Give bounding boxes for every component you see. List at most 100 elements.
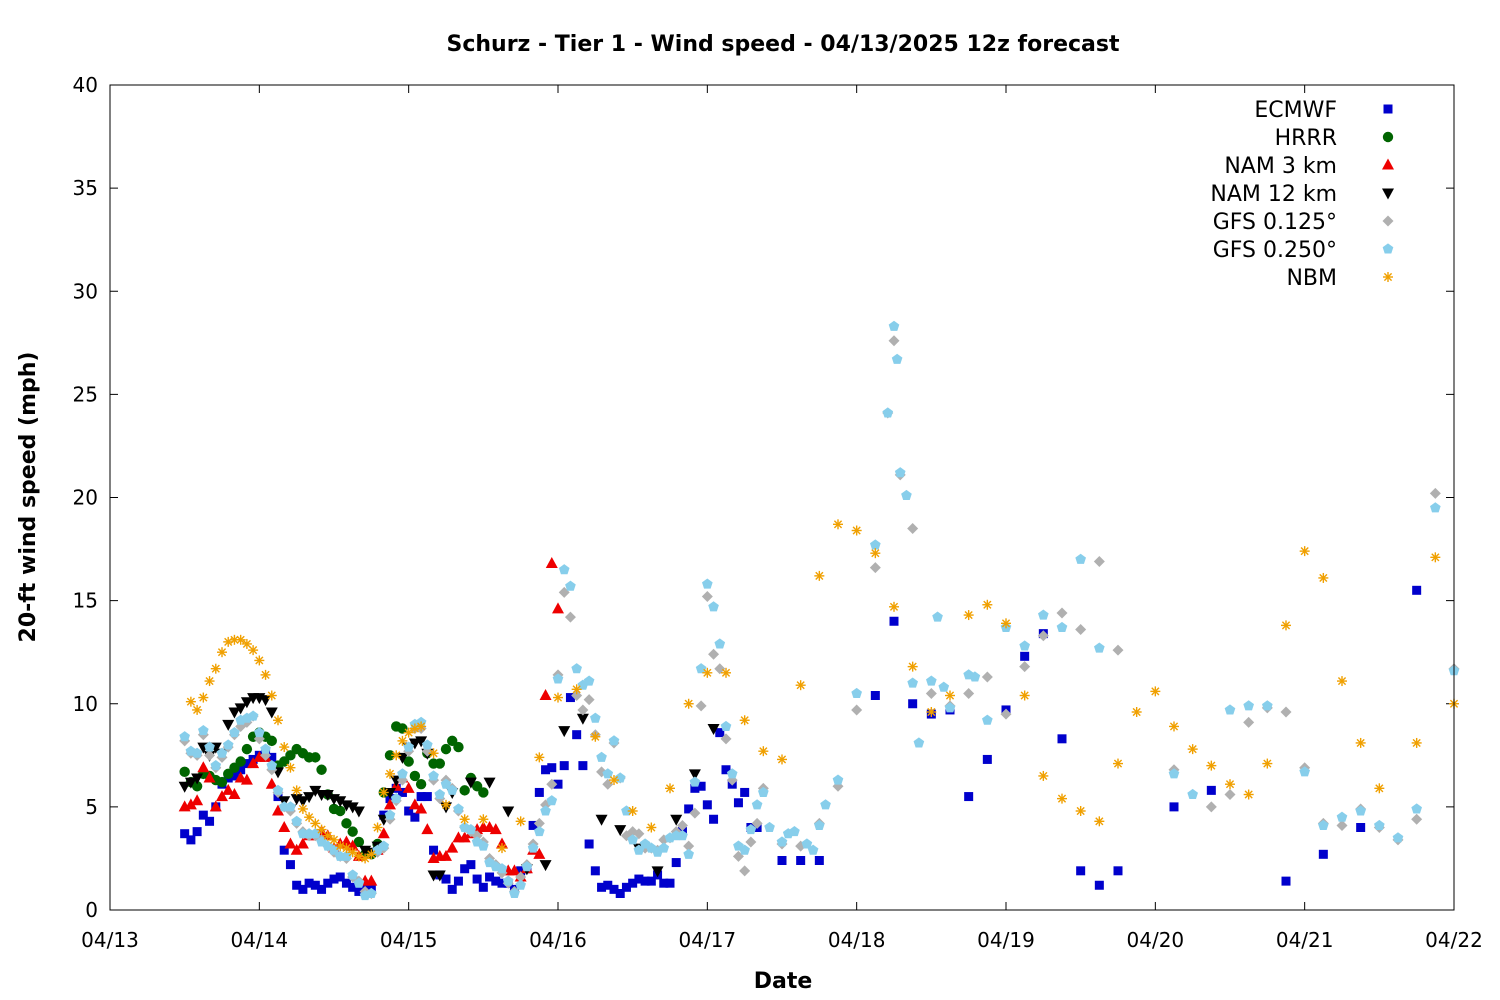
- data-point: [558, 564, 570, 575]
- data-point: [491, 876, 501, 886]
- data-point: [260, 743, 271, 754]
- data-point: [565, 580, 576, 591]
- data-point: [434, 758, 445, 769]
- data-point: [1429, 487, 1441, 499]
- data-point: [265, 707, 278, 719]
- data-point: [683, 848, 694, 859]
- data-point: [851, 525, 862, 536]
- legend-marker: [1382, 131, 1394, 143]
- data-point: [564, 611, 576, 623]
- data-point: [1187, 744, 1198, 755]
- data-point: [1169, 721, 1179, 732]
- data-point: [776, 836, 788, 847]
- data-point: [627, 806, 638, 816]
- data-point: [1262, 700, 1273, 711]
- data-point: [944, 702, 956, 713]
- data-point: [651, 866, 664, 878]
- data-point: [1392, 832, 1404, 843]
- data-point: [689, 776, 701, 787]
- data-point: [453, 803, 464, 814]
- data-point: [496, 863, 508, 874]
- data-point: [1075, 624, 1087, 635]
- data-point: [1336, 819, 1348, 831]
- data-point: [534, 826, 545, 837]
- data-point: [502, 806, 515, 818]
- data-point: [453, 876, 463, 886]
- data-point: [1150, 686, 1161, 697]
- data-point: [378, 787, 389, 798]
- data-point: [402, 781, 415, 793]
- data-point: [179, 766, 190, 778]
- data-point: [1113, 758, 1123, 769]
- data-point: [1355, 737, 1366, 748]
- x-tick-label: 04/13: [81, 928, 139, 952]
- data-point: [740, 787, 750, 797]
- data-point: [913, 737, 925, 748]
- data-point: [309, 785, 322, 797]
- data-point: [545, 557, 558, 568]
- data-point: [870, 691, 880, 700]
- data-point: [229, 771, 239, 781]
- data-point: [963, 610, 974, 621]
- data-point: [1094, 816, 1105, 827]
- data-point: [926, 675, 937, 686]
- data-point: [216, 747, 228, 758]
- data-point: [321, 790, 334, 801]
- data-point: [576, 713, 589, 725]
- data-point: [584, 839, 594, 849]
- data-point: [1056, 607, 1068, 619]
- data-point: [415, 802, 428, 814]
- data-point: [366, 849, 377, 860]
- data-point: [285, 801, 296, 812]
- data-point: [186, 835, 196, 845]
- data-point: [292, 880, 302, 890]
- data-point: [981, 671, 993, 683]
- data-point: [483, 777, 496, 789]
- data-point: [228, 707, 241, 719]
- data-point: [1318, 849, 1328, 859]
- data-point: [583, 694, 595, 706]
- data-point: [298, 884, 308, 894]
- data-point: [901, 489, 912, 500]
- data-point: [702, 800, 712, 810]
- data-point: [1093, 555, 1105, 567]
- data-point: [571, 684, 582, 695]
- data-point: [391, 750, 402, 761]
- data-point: [1019, 661, 1031, 673]
- data-point: [360, 853, 371, 864]
- x-tick-label: 04/15: [380, 928, 438, 952]
- data-point: [460, 864, 470, 874]
- data-point: [216, 790, 228, 802]
- data-point: [428, 770, 439, 781]
- data-point: [1299, 766, 1310, 777]
- data-point: [646, 822, 657, 833]
- data-point: [1038, 609, 1049, 620]
- data-point: [745, 836, 757, 848]
- data-point: [1411, 803, 1422, 814]
- data-point: [434, 788, 446, 800]
- data-point: [889, 601, 899, 612]
- data-point: [745, 823, 757, 835]
- data-point: [578, 761, 588, 771]
- data-point: [273, 715, 283, 726]
- data-point: [1411, 813, 1423, 825]
- data-point: [590, 712, 601, 723]
- data-point: [472, 874, 482, 884]
- data-point: [191, 794, 204, 806]
- y-tick-label: 30: [73, 279, 98, 303]
- data-point: [421, 823, 434, 835]
- data-point: [478, 840, 489, 851]
- data-point: [671, 858, 681, 868]
- data-point: [198, 692, 209, 703]
- data-point: [572, 730, 582, 740]
- data-point: [546, 795, 558, 806]
- data-point: [185, 696, 196, 707]
- data-point: [266, 760, 278, 771]
- data-point: [695, 700, 707, 712]
- data-point: [266, 690, 277, 701]
- x-tick-label: 04/22: [1425, 928, 1483, 952]
- data-point: [352, 806, 365, 818]
- data-point: [441, 874, 451, 884]
- x-tick-label: 04/19: [977, 928, 1035, 952]
- data-point: [527, 842, 539, 853]
